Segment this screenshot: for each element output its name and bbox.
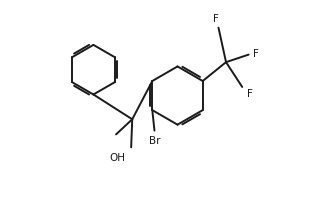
Text: F: F (214, 14, 219, 24)
Text: Br: Br (149, 136, 160, 146)
Text: OH: OH (110, 153, 126, 163)
Text: F: F (253, 49, 259, 59)
Text: F: F (247, 89, 252, 99)
